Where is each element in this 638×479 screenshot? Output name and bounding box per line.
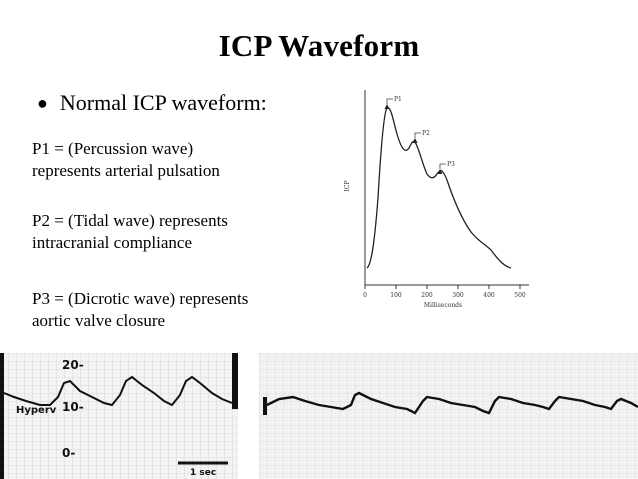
icp-monitor-strip-left: 20- 10- 0- Hyperv 1 sec — [0, 353, 238, 479]
axes — [364, 90, 529, 289]
tick-0-label: 0- — [62, 446, 75, 460]
monitor-trace-left — [3, 375, 233, 407]
icp-trace — [366, 107, 512, 269]
icp-waveform-diagram: 0 100 200 300 400 500 Milliseconds ICP P… — [344, 90, 529, 309]
p1-marker — [384, 104, 390, 109]
p3-marker — [437, 169, 443, 174]
p3-line-1: P3 = (Dicrotic wave) represents — [32, 289, 249, 308]
p1-label: P1 — [394, 96, 402, 103]
scale-label: 1 sec — [190, 468, 216, 478]
bullet-dot-icon: ● — [37, 92, 48, 113]
p1-line-1: P1 = (Percussion wave) — [32, 139, 194, 158]
slide-title: ICP Waveform — [218, 28, 420, 63]
p2-marker — [412, 138, 418, 143]
x-tick-300: 300 — [452, 292, 464, 299]
monitor-trace-right — [266, 391, 638, 415]
x-tick-400: 400 — [483, 292, 495, 299]
p3-line-2: aortic valve closure — [32, 311, 166, 330]
y-axis-label: ICP — [344, 181, 351, 192]
p2-line-1: P2 = (Tidal wave) represents — [32, 211, 228, 230]
x-tick-500: 500 — [514, 292, 526, 299]
strip-grid — [0, 353, 238, 479]
hyperv-label: Hyperv — [16, 405, 57, 416]
p3-label: P3 — [447, 161, 455, 168]
p2-label: P2 — [422, 130, 430, 137]
bullet-item: ● Normal ICP waveform: — [37, 90, 267, 116]
peak-markers — [384, 104, 443, 174]
tick-20-label: 20- — [62, 358, 84, 372]
bullet-text: Normal ICP waveform: — [59, 90, 267, 115]
tick-10-label: 10- — [62, 400, 84, 414]
p1-line-2: represents arterial pulsation — [32, 161, 220, 180]
strip-grid — [259, 353, 638, 479]
p3-description: P3 = (Dicrotic wave) represents aortic v… — [32, 288, 317, 332]
x-tick-100: 100 — [390, 292, 402, 299]
p2-description: P2 = (Tidal wave) represents intracrania… — [32, 210, 317, 254]
x-tick-0: 0 — [363, 292, 367, 299]
x-tick-200: 200 — [421, 292, 433, 299]
p2-line-2: intracranial compliance — [32, 233, 192, 252]
p1-description: P1 = (Percussion wave) represents arteri… — [32, 138, 317, 182]
icp-monitor-strip-right — [259, 353, 638, 479]
x-axis-label: Milliseconds — [424, 302, 462, 309]
